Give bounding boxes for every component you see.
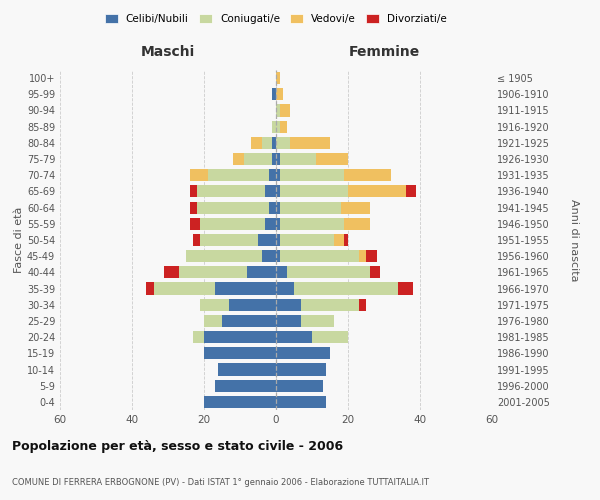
Y-axis label: Fasce di età: Fasce di età <box>14 207 24 273</box>
Bar <box>247 266 276 278</box>
Bar <box>276 298 301 311</box>
Bar <box>265 218 276 230</box>
Bar <box>204 348 276 360</box>
Bar <box>312 331 348 343</box>
Bar <box>344 218 370 230</box>
Bar <box>344 234 348 246</box>
Bar <box>258 234 276 246</box>
Bar <box>341 202 370 213</box>
Bar <box>190 186 197 198</box>
Bar <box>190 169 208 181</box>
Bar <box>186 250 262 262</box>
Bar <box>276 380 323 392</box>
Bar <box>193 234 200 246</box>
Bar <box>233 153 244 165</box>
Bar <box>200 218 265 230</box>
Bar <box>269 169 276 181</box>
Bar <box>146 282 154 294</box>
Bar <box>190 218 200 230</box>
Bar <box>280 202 341 213</box>
Bar <box>276 250 280 262</box>
Bar <box>276 120 280 132</box>
Bar <box>154 282 215 294</box>
Bar <box>370 266 380 278</box>
Bar <box>222 315 276 327</box>
Bar <box>276 153 280 165</box>
Bar <box>251 137 262 149</box>
Bar <box>398 282 413 294</box>
Bar <box>190 202 197 213</box>
Bar <box>280 218 344 230</box>
Bar <box>215 282 276 294</box>
Bar <box>280 120 287 132</box>
Bar <box>272 137 276 149</box>
Bar <box>290 137 330 149</box>
Bar <box>276 234 280 246</box>
Bar <box>262 137 272 149</box>
Bar <box>301 315 334 327</box>
Bar <box>276 396 326 408</box>
Bar <box>276 104 280 117</box>
Bar <box>301 298 359 311</box>
Bar <box>276 202 280 213</box>
Bar <box>244 153 272 165</box>
Bar <box>197 202 269 213</box>
Bar <box>276 88 283 101</box>
Bar <box>280 169 344 181</box>
Bar <box>204 396 276 408</box>
Bar <box>276 186 280 198</box>
Bar <box>272 153 276 165</box>
Bar <box>280 104 290 117</box>
Bar <box>276 266 287 278</box>
Bar <box>208 169 269 181</box>
Bar <box>406 186 416 198</box>
Bar <box>204 315 222 327</box>
Text: COMUNE DI FERRERA ERBOGNONE (PV) - Dati ISTAT 1° gennaio 2006 - Elaborazione TUT: COMUNE DI FERRERA ERBOGNONE (PV) - Dati … <box>12 478 429 487</box>
Bar <box>276 364 326 376</box>
Bar <box>179 266 247 278</box>
Bar <box>164 266 179 278</box>
Text: Femmine: Femmine <box>349 44 419 59</box>
Bar <box>316 153 348 165</box>
Bar <box>280 234 334 246</box>
Bar <box>197 186 265 198</box>
Bar <box>276 315 301 327</box>
Bar <box>287 266 370 278</box>
Bar <box>276 218 280 230</box>
Bar <box>269 202 276 213</box>
Bar <box>272 88 276 101</box>
Bar <box>344 169 391 181</box>
Bar <box>276 72 280 84</box>
Bar <box>265 186 276 198</box>
Bar <box>272 120 276 132</box>
Bar <box>204 331 276 343</box>
Bar <box>200 298 229 311</box>
Bar <box>366 250 377 262</box>
Bar <box>215 380 276 392</box>
Bar <box>276 348 330 360</box>
Bar <box>262 250 276 262</box>
Bar <box>359 298 366 311</box>
Legend: Celibi/Nubili, Coniugati/e, Vedovi/e, Divorziati/e: Celibi/Nubili, Coniugati/e, Vedovi/e, Di… <box>101 10 451 29</box>
Bar <box>359 250 366 262</box>
Bar <box>218 364 276 376</box>
Bar <box>200 234 258 246</box>
Bar <box>229 298 276 311</box>
Bar <box>280 186 348 198</box>
Bar <box>193 331 204 343</box>
Bar <box>280 153 316 165</box>
Bar <box>276 169 280 181</box>
Text: Popolazione per età, sesso e stato civile - 2006: Popolazione per età, sesso e stato civil… <box>12 440 343 453</box>
Bar <box>276 137 290 149</box>
Text: Maschi: Maschi <box>141 44 195 59</box>
Bar <box>334 234 344 246</box>
Bar <box>280 250 359 262</box>
Bar <box>276 282 294 294</box>
Bar <box>294 282 398 294</box>
Bar <box>348 186 406 198</box>
Bar <box>276 331 312 343</box>
Y-axis label: Anni di nascita: Anni di nascita <box>569 198 579 281</box>
